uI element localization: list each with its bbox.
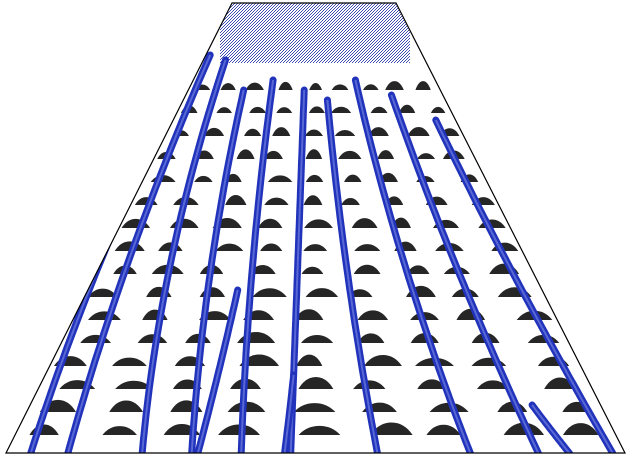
cell-cluster [298,376,334,389]
cell-cluster [276,107,293,113]
cell-cluster [368,127,389,136]
cell-cluster [267,175,293,182]
cell-cluster [430,106,446,113]
cell-cluster [102,426,137,435]
blue-stream-core [141,59,227,453]
top-dense-region [220,3,410,63]
cell-cluster [309,83,323,90]
cell-cluster [357,310,389,320]
cell-cluster [341,198,360,205]
cell-cluster [304,129,323,136]
cell-cluster [257,218,283,228]
cell-cluster [278,81,293,90]
cell-cluster [112,357,147,366]
cell-cluster [244,128,262,136]
cell-cluster [109,400,144,412]
cell-cluster [298,425,341,435]
cell-cluster [225,195,247,205]
cell-cluster [398,104,416,113]
blue-stream-core [326,99,379,453]
cell-cluster [204,127,225,136]
cell-cluster [377,150,395,159]
cell-cluster [417,379,447,389]
cell-cluster [303,244,328,251]
cell-cluster [308,106,325,113]
blue-stream-core [190,89,245,453]
blue-stream-core [283,374,295,453]
cell-cluster [264,197,289,205]
cell-cluster [385,81,404,90]
blue-stream-core [434,119,614,453]
trapezoid-outline [5,2,626,454]
cell-cluster [415,81,431,90]
cell-cluster [245,82,264,90]
cell-cluster [239,354,280,366]
cell-cluster [429,402,469,412]
cell-cluster [272,127,291,136]
cell-cluster [236,149,255,159]
cell-cluster [331,84,349,90]
cell-cluster [417,153,436,159]
cell-cluster [370,106,388,113]
cell-cluster [296,354,323,366]
cell-cluster [407,127,430,136]
cell-cluster [362,84,379,90]
cell-cluster [294,309,324,320]
blue-stream-core [354,79,472,453]
blue-stream-core [66,54,212,453]
cell-cluster [562,423,599,435]
cell-cluster [305,288,339,297]
cell-cluster [304,219,333,228]
cell-cluster [406,265,430,274]
cell-cluster [249,106,267,113]
cell-cluster [215,243,244,251]
cell-cluster [426,424,461,435]
cell-cluster [301,266,324,274]
cell-cluster [260,243,283,251]
cell-cluster [293,403,336,412]
cell-cluster [338,150,362,159]
cell-cluster [305,174,324,182]
cell-cluster [249,264,276,274]
cell-cluster [370,422,413,435]
cell-cluster [264,150,283,159]
cell-cluster [351,218,378,228]
cell-cluster [305,149,323,159]
blue-stream-core [390,94,540,453]
cell-cluster [354,244,381,251]
cell-cluster [353,264,381,274]
cell-cluster [115,380,153,389]
cell-cluster [252,288,287,297]
cell-cluster [357,333,385,343]
blue-stream-core [240,79,275,453]
cell-cluster [303,195,323,205]
cell-cluster [216,107,232,113]
cell-cluster [330,106,352,113]
blue-stream-core [531,404,571,453]
cell-cluster [88,288,118,297]
cell-cluster [334,129,356,136]
blue-streams [27,51,617,453]
cell-cluster [220,82,236,90]
cell-cluster [344,174,362,182]
cell-cluster [300,335,334,343]
blue-stream-core [196,289,239,453]
cell-cluster [363,354,402,366]
cell-cluster [476,380,509,389]
cell-cluster [194,175,213,182]
